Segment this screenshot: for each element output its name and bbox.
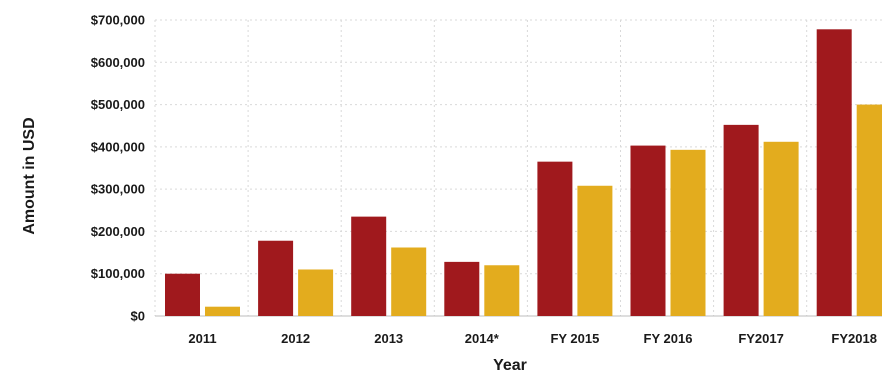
y-axis-ticks: $0 $100,000 $200,000 $300,000 $400,000 $500,0… — [91, 13, 145, 324]
y-tick-label: $600,000 — [91, 55, 145, 70]
bar-series-2-2011 — [205, 306, 240, 316]
bar-series-2-fy2016 — [670, 149, 706, 316]
x-axis-title: Year — [493, 357, 527, 373]
bar-series-1-2013 — [351, 216, 387, 316]
bar-series-2-fy2017 — [763, 141, 799, 316]
bar-series-1-2014 — [444, 261, 480, 316]
bar-series-1-2011 — [165, 273, 200, 316]
y-tick-label: $500,000 — [91, 97, 145, 112]
y-tick-label: $700,000 — [91, 13, 145, 28]
x-tick-label: FY 2015 — [550, 331, 599, 346]
x-axis-ticks: 2011 2012 2013 2014* FY 2015 FY 2016 FY2017 FY2… — [188, 331, 877, 346]
y-tick-label: $0 — [131, 309, 145, 324]
bar-series-1-fy2016 — [630, 145, 666, 316]
bar-series-1-fy2015 — [537, 161, 573, 316]
y-tick-label: $400,000 — [91, 139, 145, 154]
bar-series-1-fy2017 — [723, 124, 759, 317]
bar-series-1-2012 — [258, 240, 294, 316]
x-tick-label: FY2017 — [738, 331, 784, 346]
x-tick-label: FY2018 — [831, 331, 877, 346]
y-tick-label: $200,000 — [91, 224, 145, 239]
x-tick-label: 2014* — [465, 331, 500, 346]
bar-series-2-2013 — [391, 247, 427, 316]
bar-series-2-fy2015 — [577, 185, 613, 316]
bar-series-1-fy2018 — [816, 29, 852, 316]
y-tick-label: $300,000 — [91, 182, 145, 197]
bar-series-2-2014 — [484, 265, 520, 316]
bar-series-2-2012 — [298, 269, 334, 316]
y-tick-label: $100,000 — [91, 266, 145, 281]
x-tick-label: 2011 — [188, 331, 216, 346]
grid-layer — [154, 19, 882, 317]
bar-series-2-fy2018 — [856, 104, 882, 316]
bars-layer — [165, 29, 882, 317]
y-axis-title: Amount in USD — [21, 117, 38, 234]
x-tick-label: 2012 — [281, 331, 310, 346]
x-tick-label: FY 2016 — [644, 331, 693, 346]
x-tick-label: 2013 — [374, 331, 403, 346]
